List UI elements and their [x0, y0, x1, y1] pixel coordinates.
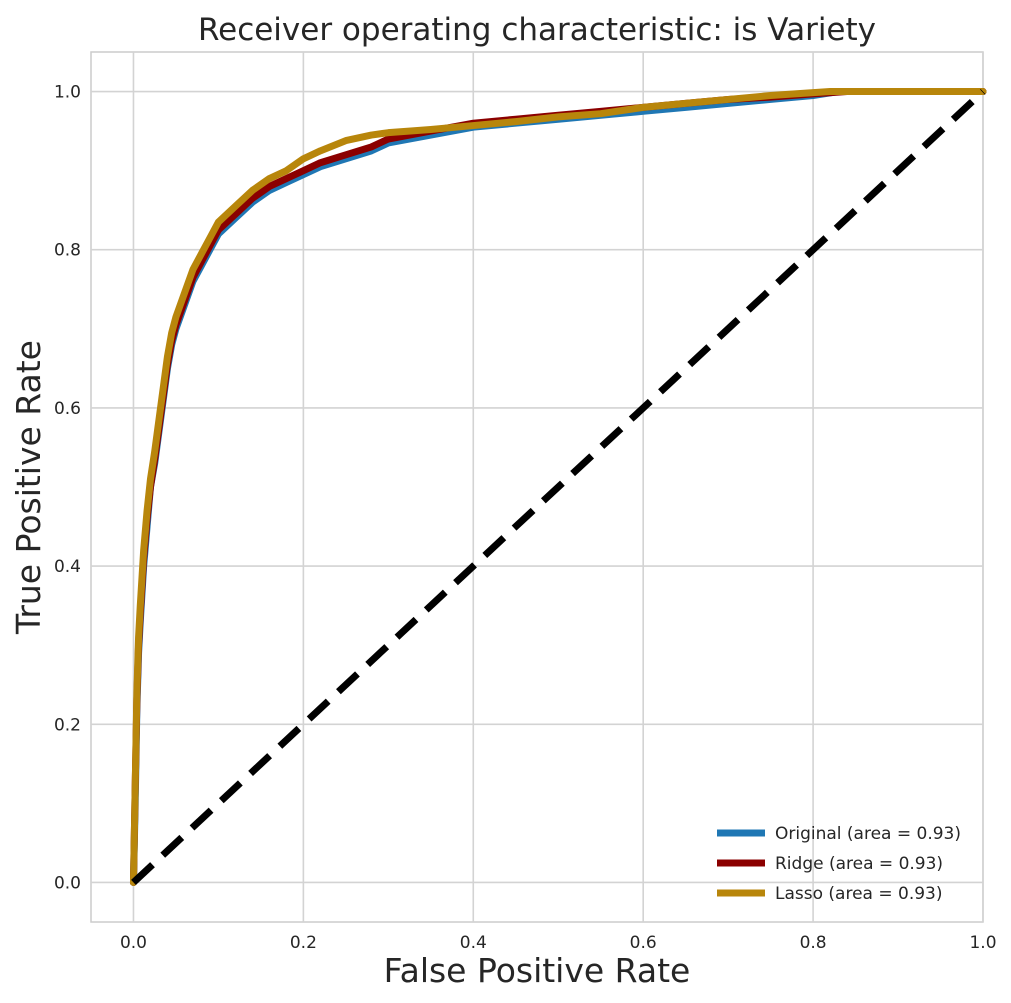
x-tick-label: 0.6 — [630, 933, 657, 953]
series-layer — [129, 88, 987, 886]
y-axis-label: True Positive Rate — [9, 340, 48, 635]
x-tick-label: 0.4 — [460, 933, 487, 953]
chart-title: Receiver operating characteristic: is Va… — [198, 12, 876, 48]
x-tick-label: 0.2 — [290, 933, 317, 953]
x-tick-label: 1.0 — [969, 933, 996, 953]
y-tick-label: 1.0 — [54, 83, 81, 103]
y-tick-label: 0.8 — [54, 241, 81, 261]
legend-label: Original (area = 0.93) — [775, 824, 961, 844]
legend-label: Lasso (area = 0.93) — [775, 884, 943, 904]
series-line-lasso — [129, 88, 987, 886]
x-tick-label: 0.0 — [120, 933, 147, 953]
chance-diagonal-line — [131, 88, 986, 886]
x-axis-label: False Positive Rate — [384, 951, 691, 990]
ticks: 0.0 0.2 0.4 0.6 0.8 1.0 0.0 0.2 0.4 0.6 0.8 1.0 — [54, 83, 997, 953]
y-tick-label: 0.6 — [54, 399, 81, 419]
y-tick-label: 0.0 — [54, 873, 81, 893]
axes-background — [90, 51, 984, 923]
grid — [91, 52, 984, 922]
y-tick-label: 0.4 — [54, 557, 81, 577]
y-tick-label: 0.2 — [54, 715, 81, 735]
legend: Original (area = 0.93) Ridge (area = 0.93… — [717, 824, 961, 904]
legend-label: Ridge (area = 0.93) — [775, 854, 943, 874]
x-tick-label: 0.8 — [800, 933, 827, 953]
